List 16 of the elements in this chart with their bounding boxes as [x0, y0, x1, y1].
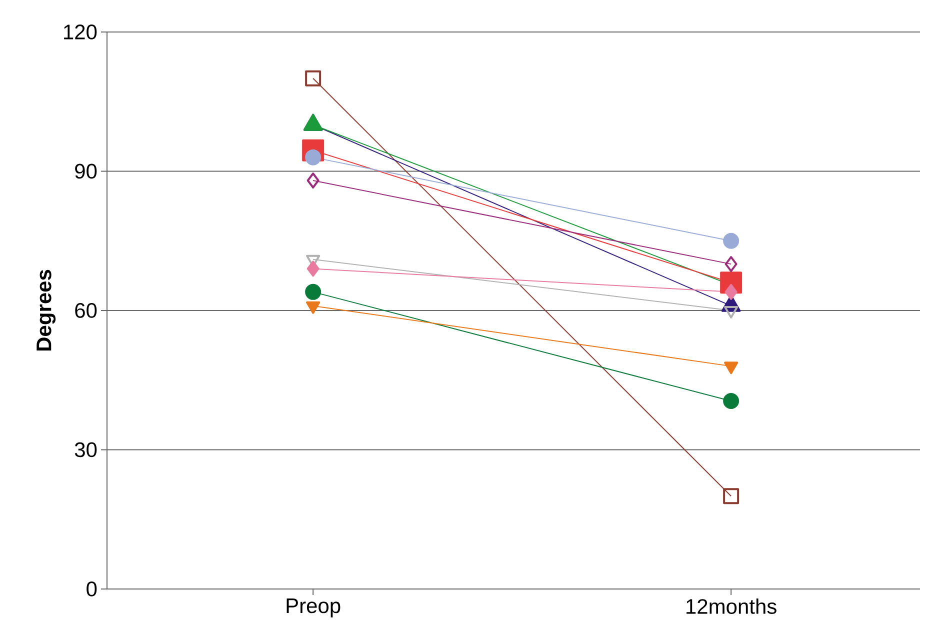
point: [305, 149, 322, 166]
point: [724, 256, 738, 272]
y-tick-label: 60: [75, 303, 97, 318]
point: [723, 232, 740, 249]
y-tick-label: 0: [86, 582, 97, 596]
y-axis-title: Degrees: [36, 270, 56, 351]
point: [723, 393, 740, 409]
y-tick-label: 90: [75, 164, 97, 179]
y-tick-label: 120: [64, 24, 97, 40]
x-tick-label: Preop: [286, 598, 340, 618]
point: [723, 488, 740, 504]
point: [306, 172, 320, 189]
point: [305, 284, 322, 300]
y-tick-label: 30: [74, 442, 97, 458]
x-tick-label: 12months: [686, 598, 776, 614]
point: [305, 70, 322, 86]
